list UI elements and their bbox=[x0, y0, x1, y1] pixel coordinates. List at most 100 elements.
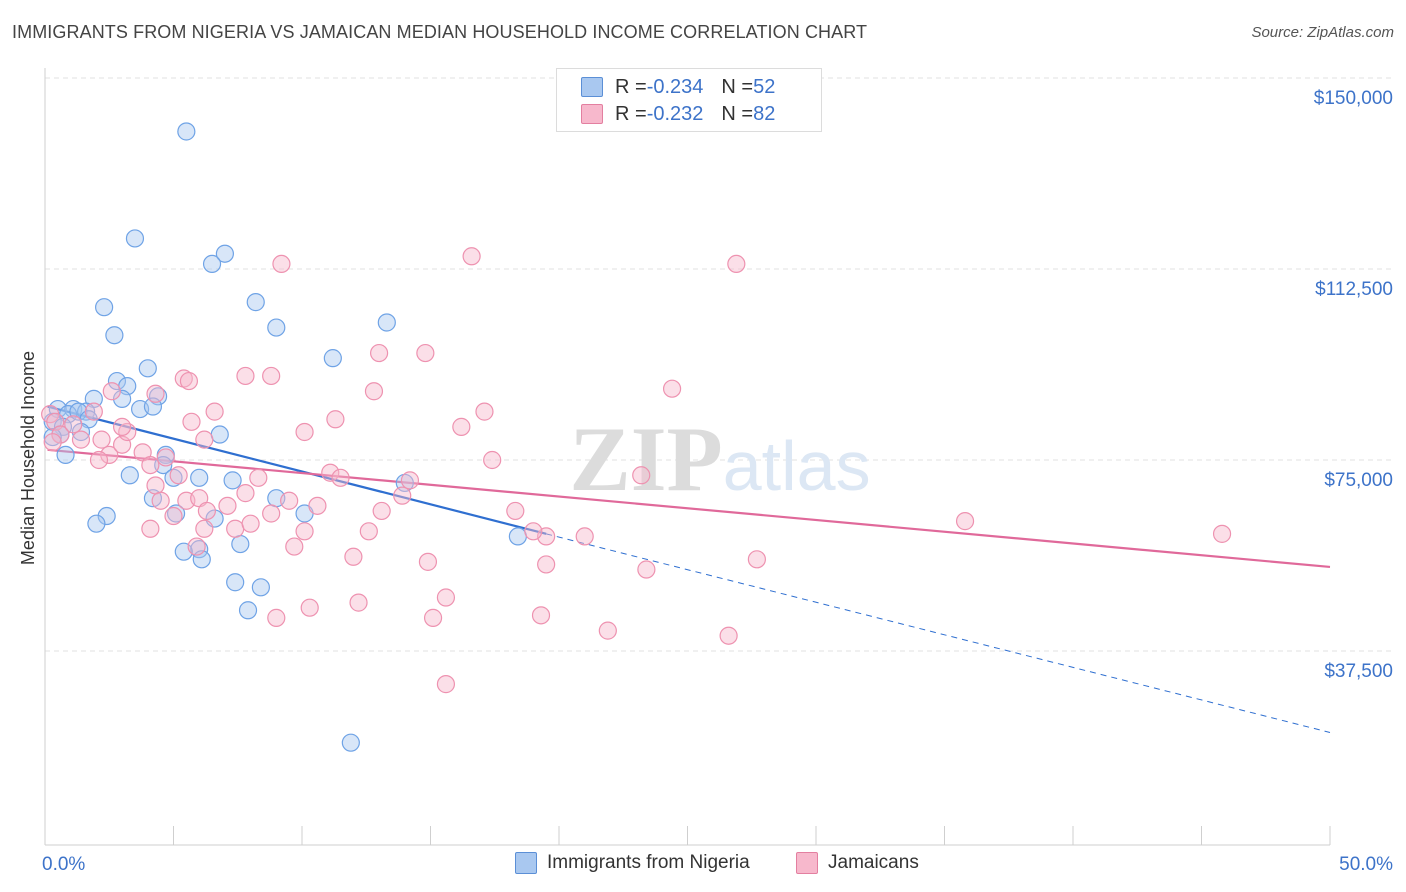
point-jamaicans bbox=[267, 608, 286, 627]
point-jamaicans bbox=[372, 501, 391, 521]
point-jamaicans bbox=[100, 445, 119, 465]
point-nigeria bbox=[210, 425, 229, 444]
point-jamaicans bbox=[575, 527, 594, 546]
point-nigeria bbox=[223, 471, 242, 490]
point-nigeria bbox=[112, 389, 132, 408]
point-jamaicans bbox=[195, 519, 214, 538]
point-jamaicans bbox=[146, 384, 165, 403]
point-jamaicans bbox=[326, 410, 345, 429]
point-jamaicans bbox=[164, 506, 183, 526]
x-tick-label: 50.0% bbox=[1339, 854, 1393, 875]
watermark: ZIPatlas bbox=[569, 408, 870, 510]
point-jamaicans bbox=[359, 522, 378, 541]
point-jamaicans bbox=[64, 415, 83, 434]
point-nigeria bbox=[125, 229, 145, 248]
point-nigeria bbox=[95, 298, 114, 317]
point-jamaicans bbox=[280, 491, 299, 510]
point-jamaicans bbox=[321, 463, 340, 482]
point-jamaicans bbox=[537, 555, 556, 574]
point-jamaicans bbox=[102, 382, 121, 401]
point-jamaicans bbox=[146, 476, 165, 495]
point-nigeria bbox=[166, 504, 186, 523]
point-jamaicans bbox=[226, 519, 245, 538]
point-jamaicans bbox=[364, 382, 384, 401]
point-jamaicans bbox=[416, 343, 435, 363]
bottom-legend-nigeria: Immigrants from Nigeria bbox=[515, 852, 750, 874]
point-nigeria bbox=[226, 573, 245, 592]
point-jamaicans bbox=[236, 484, 255, 503]
point-jamaicans bbox=[1212, 524, 1232, 543]
point-nigeria bbox=[246, 293, 265, 312]
legend-row-nigeria: R = -0.234 N = 52 bbox=[581, 75, 775, 99]
point-nigeria bbox=[341, 733, 360, 752]
bottom-legend-label-jamaicans: Jamaicans bbox=[828, 852, 919, 873]
point-jamaicans bbox=[285, 537, 304, 556]
legend-n-label: N = bbox=[721, 75, 754, 98]
axes bbox=[44, 68, 1331, 846]
point-jamaicans bbox=[436, 675, 456, 694]
chart-title: IMMIGRANTS FROM NIGERIA VS JAMAICAN MEDI… bbox=[12, 22, 868, 42]
point-nigeria bbox=[56, 445, 75, 465]
point-jamaicans bbox=[331, 468, 350, 487]
bottom-legend-swatch-jamaicans bbox=[796, 852, 818, 874]
point-jamaicans bbox=[118, 422, 137, 442]
point-jamaicans bbox=[71, 430, 91, 449]
point-jamaicans bbox=[156, 448, 175, 467]
point-jamaicans bbox=[483, 450, 502, 470]
point-jamaicans bbox=[308, 496, 327, 515]
point-jamaicans bbox=[662, 379, 682, 398]
legend-swatch-jamaicans bbox=[581, 104, 603, 124]
point-jamaicans bbox=[151, 491, 170, 510]
point-jamaicans bbox=[174, 369, 193, 388]
legend-row-jamaicans: R = -0.232 N = 82 bbox=[581, 102, 775, 126]
point-nigeria bbox=[202, 254, 222, 274]
point-jamaicans bbox=[955, 512, 975, 531]
point-jamaicans bbox=[531, 606, 551, 625]
point-jamaicans bbox=[272, 254, 291, 274]
point-jamaicans bbox=[218, 496, 237, 515]
point-nigeria bbox=[267, 318, 286, 337]
point-jamaicans bbox=[524, 522, 543, 541]
point-jamaicans bbox=[187, 537, 206, 556]
point-nigeria bbox=[120, 466, 139, 485]
point-jamaicans bbox=[295, 522, 314, 541]
point-nigeria bbox=[508, 527, 527, 546]
point-jamaicans bbox=[141, 455, 160, 475]
tick-labels: $37,500 $75,000 $112,500 $150,000 0.0% 50.0% bbox=[42, 88, 1393, 875]
point-jamaicans bbox=[423, 608, 443, 627]
point-nigeria bbox=[148, 387, 168, 406]
bottom-legend-jamaicans: Jamaicans bbox=[796, 852, 919, 874]
point-nigeria bbox=[164, 468, 183, 487]
stats-legend: R = -0.234 N = 52 R = -0.232 N = 82 bbox=[556, 68, 822, 132]
point-jamaicans bbox=[92, 430, 111, 449]
point-nigeria bbox=[87, 514, 106, 533]
legend-r-label: R = bbox=[615, 75, 647, 98]
bottom-legend-label-nigeria: Immigrants from Nigeria bbox=[547, 852, 750, 873]
point-nigeria bbox=[71, 422, 91, 442]
point-jamaicans bbox=[349, 593, 368, 612]
point-nigeria bbox=[323, 349, 342, 368]
legend-swatch-nigeria bbox=[581, 77, 603, 97]
point-jamaicans bbox=[344, 547, 363, 566]
point-nigeria bbox=[215, 244, 234, 263]
point-jamaicans bbox=[182, 412, 201, 431]
legend-n-value: 82 bbox=[753, 102, 776, 125]
grid-lines bbox=[45, 77, 1395, 652]
data-points bbox=[41, 122, 1232, 752]
point-jamaicans bbox=[205, 402, 224, 421]
point-jamaicans bbox=[370, 343, 389, 363]
bottom-legend-swatch-nigeria bbox=[515, 852, 537, 874]
point-jamaicans bbox=[637, 560, 656, 579]
point-jamaicans bbox=[418, 552, 438, 571]
legend-r-value: -0.234 bbox=[646, 75, 704, 98]
point-jamaicans bbox=[393, 486, 412, 505]
point-jamaicans bbox=[84, 402, 103, 421]
point-jamaicans bbox=[112, 417, 132, 436]
point-nigeria bbox=[190, 468, 209, 487]
point-jamaicans bbox=[719, 626, 738, 645]
y-tick-label: $75,000 bbox=[1324, 470, 1393, 491]
watermark-zip: ZIP bbox=[569, 408, 722, 510]
point-jamaicans bbox=[400, 471, 420, 490]
point-jamaicans bbox=[179, 371, 199, 391]
